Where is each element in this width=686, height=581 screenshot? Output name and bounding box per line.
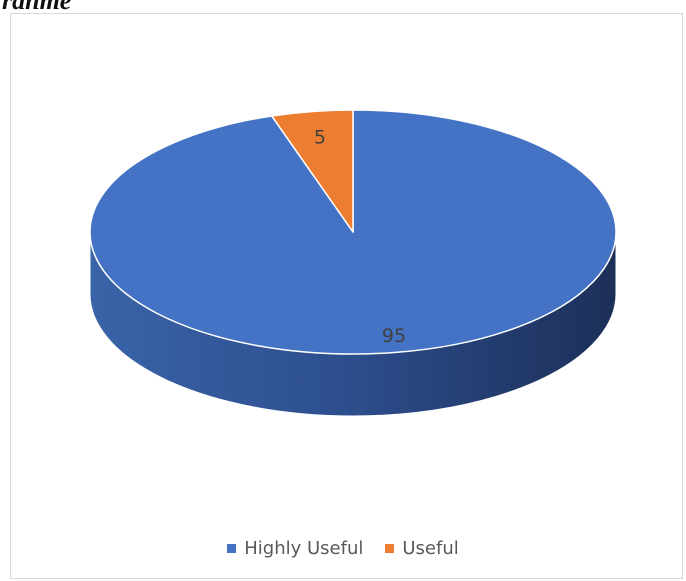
legend-item-useful: Useful [385,538,459,559]
legend-label: Highly Useful [244,538,364,559]
legend-item-highly-useful: Highly Useful [227,538,363,559]
data-label-useful: 5 [314,127,326,149]
legend-label: Useful [402,538,459,559]
chart-legend: Highly Useful Useful [0,538,686,559]
legend-swatch [227,544,237,553]
slice-useful [270,109,354,233]
data-label-highly-useful: 95 [382,325,406,347]
legend-swatch [385,544,395,553]
partial-heading-text: ranme [2,0,72,15]
